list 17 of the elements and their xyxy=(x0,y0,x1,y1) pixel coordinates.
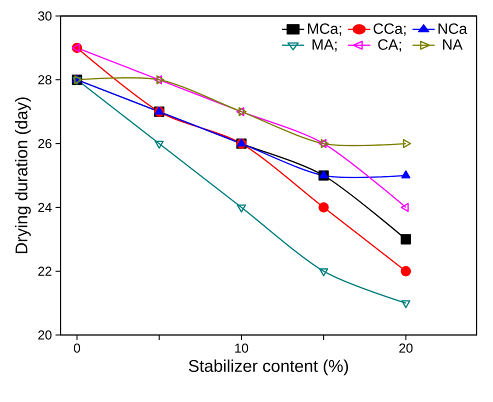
y-tick-label: 26 xyxy=(38,139,52,148)
x-tick-label: 0 xyxy=(74,344,80,353)
legend-label: CA; xyxy=(378,39,402,52)
y-tick-label: 28 xyxy=(38,75,52,84)
x-axis-title: Stabilizer content (%) xyxy=(188,360,348,376)
legend-label: NA xyxy=(443,39,463,50)
y-tick-label: 22 xyxy=(38,266,52,276)
y-axis-title: Drying duration (day) xyxy=(15,98,31,254)
y-tick-label: 20 xyxy=(38,330,52,340)
legend-label: NCa xyxy=(438,23,468,34)
legend-label: MA; xyxy=(312,39,337,52)
legend-label: MCa; xyxy=(308,23,342,36)
x-tick-label: 10 xyxy=(235,344,248,353)
y-tick-label: 24 xyxy=(38,202,52,212)
x-tick-label: 20 xyxy=(399,344,413,353)
legend-label: CCa; xyxy=(374,23,406,36)
y-tick-label: 30 xyxy=(38,11,52,21)
